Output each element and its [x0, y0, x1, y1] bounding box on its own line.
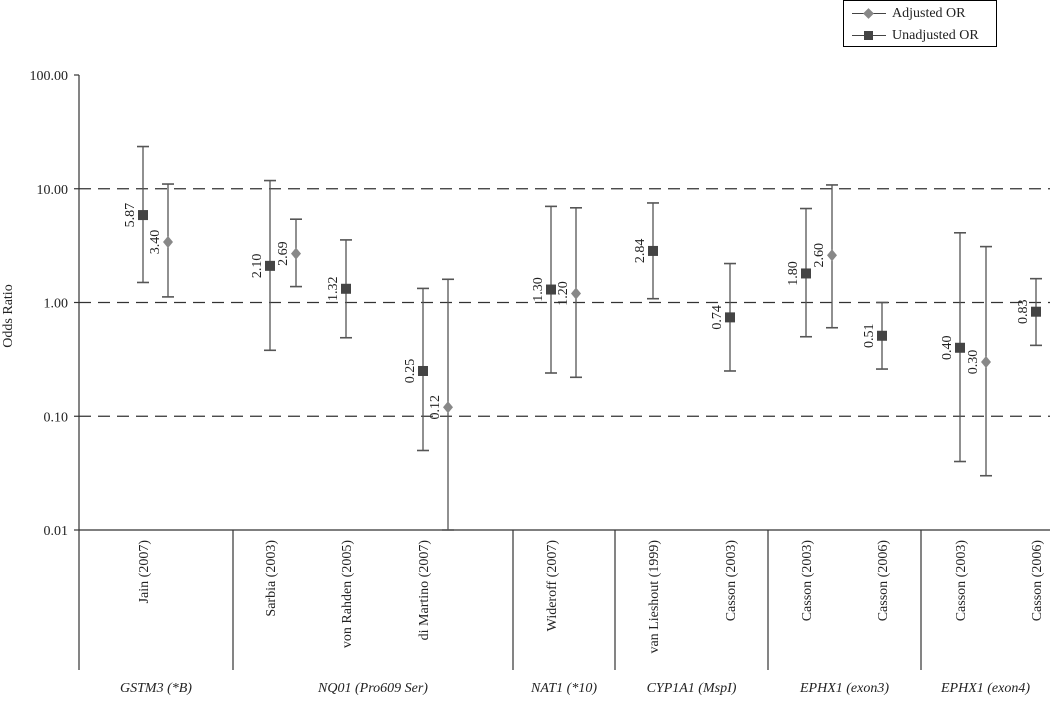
study-label: Casson (2003) — [724, 540, 739, 622]
group-label: EPHX1 (exon3) — [799, 681, 889, 696]
study-label: von Rahden (2005) — [340, 540, 355, 648]
y-axis: 0.01 0.10 1.00 10.00 100.00 — [30, 69, 80, 539]
point-unadjusted — [955, 342, 965, 353]
value-label: 3.40 — [148, 230, 163, 255]
value-label: 0.12 — [428, 395, 443, 420]
value-label: 0.30 — [966, 350, 981, 375]
point-unadjusted — [877, 330, 887, 341]
y-tick-label: 0.01 — [44, 524, 69, 539]
legend-swatch-diamond — [852, 8, 886, 20]
point-unadjusted — [265, 260, 275, 271]
point-unadjusted — [341, 283, 351, 294]
legend: Adjusted OR Unadjusted OR — [843, 0, 997, 47]
value-label: 1.20 — [556, 281, 571, 306]
point-adjusted — [163, 236, 173, 249]
value-label: 0.51 — [862, 324, 877, 349]
group-label: NAT1 (*10) — [530, 681, 597, 696]
value-label: 5.87 — [123, 203, 138, 228]
y-tick-label: 10.00 — [37, 183, 69, 198]
point-adjusted — [827, 249, 837, 262]
study-label: Casson (2003) — [800, 540, 815, 622]
point-unadjusted — [801, 268, 811, 279]
y-axis-label: Odds Ratio — [1, 284, 16, 347]
point-adjusted — [981, 355, 991, 368]
study-label: van Lieshout (1999) — [647, 540, 662, 654]
value-label: 1.80 — [786, 261, 801, 286]
point-unadjusted — [1031, 306, 1041, 317]
legend-label-unadjusted: Unadjusted OR — [892, 28, 979, 43]
point-adjusted — [443, 401, 453, 414]
value-label: 2.69 — [276, 241, 291, 265]
point-adjusted — [571, 287, 581, 300]
study-label: Casson (2006) — [1030, 540, 1045, 622]
group-label: NQ01 (Pro609 Ser) — [317, 681, 428, 696]
point-unadjusted — [418, 365, 428, 376]
value-label: 0.74 — [710, 305, 725, 330]
point-unadjusted — [138, 210, 148, 221]
y-tick-label: 0.10 — [44, 410, 69, 425]
value-label: 0.83 — [1016, 299, 1031, 324]
value-label: 1.32 — [326, 277, 341, 302]
study-label: Casson (2006) — [876, 540, 891, 622]
point-unadjusted — [648, 245, 658, 256]
legend-label-adjusted: Adjusted OR — [892, 6, 966, 21]
y-tick-label: 100.00 — [30, 69, 69, 84]
point-unadjusted — [725, 312, 735, 323]
legend-swatch-square — [852, 30, 886, 42]
value-label: 0.25 — [403, 359, 418, 384]
value-label: 2.84 — [633, 239, 648, 264]
point-adjusted — [291, 247, 301, 260]
study-label: Jain (2007) — [137, 540, 152, 604]
value-label: 0.40 — [940, 336, 955, 361]
group-label: CYP1A1 (MspI) — [647, 681, 737, 696]
value-label: 2.60 — [812, 243, 827, 268]
study-label: Sarbia (2003) — [264, 540, 279, 617]
data-marks: 5.87 3.40 2.10 2.69 1.32 0.25 0.12 1.30 1.20 2.84… — [123, 145, 1042, 531]
study-label: Wideroff (2007) — [545, 540, 560, 632]
value-label: 2.10 — [250, 254, 265, 279]
reference-lines — [79, 188, 1050, 417]
legend-item-unadjusted: Unadjusted OR — [852, 26, 979, 46]
category-table: GSTM3 (*B) NQ01 (Pro609 Ser) NAT1 (*10) CYP… — [78, 529, 1050, 696]
y-tick-label: 1.00 — [44, 297, 69, 312]
study-label: Casson (2003) — [954, 540, 969, 622]
point-unadjusted — [546, 284, 556, 295]
group-label: EPHX1 (exon4) — [940, 681, 1030, 696]
value-label: 1.30 — [531, 277, 546, 302]
legend-item-adjusted: Adjusted OR — [852, 4, 966, 24]
group-label: GSTM3 (*B) — [120, 681, 192, 696]
study-label: di Martino (2007) — [417, 540, 432, 641]
